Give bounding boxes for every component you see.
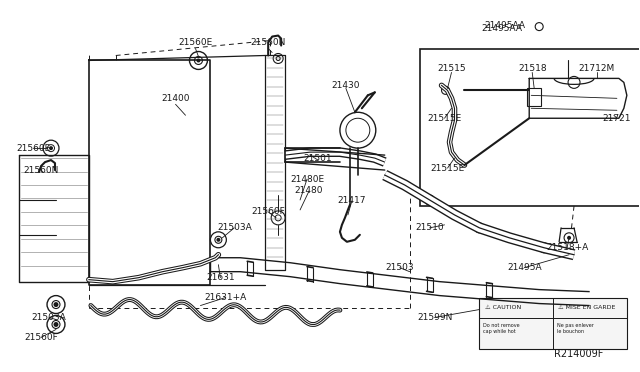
Bar: [479, 298, 627, 349]
Text: 21503A: 21503A: [31, 313, 67, 322]
Text: 21430: 21430: [332, 81, 360, 90]
Text: 21503: 21503: [385, 263, 414, 272]
Text: 21560N: 21560N: [23, 166, 59, 174]
Text: 21495A: 21495A: [507, 263, 541, 272]
Text: 21560N: 21560N: [250, 38, 286, 47]
Text: 21503A: 21503A: [217, 223, 252, 232]
Text: 21480E: 21480E: [290, 174, 324, 183]
Text: 21515: 21515: [437, 64, 466, 73]
Text: R214009F: R214009F: [554, 349, 604, 359]
Text: 21631: 21631: [206, 273, 235, 282]
Text: ⚠ CAUTION: ⚠ CAUTION: [485, 305, 522, 310]
Bar: [527, 89, 541, 106]
Text: 21501: 21501: [304, 154, 332, 163]
Text: Ne pas enlever
le bouchon: Ne pas enlever le bouchon: [557, 323, 594, 334]
Text: 21599N: 21599N: [417, 313, 452, 322]
Text: 21495AA: 21495AA: [482, 24, 523, 33]
Text: 21560F: 21560F: [24, 333, 58, 342]
Text: 21515E: 21515E: [430, 164, 465, 173]
Text: ⚠ MISE EN GARDE: ⚠ MISE EN GARDE: [558, 305, 616, 310]
Text: 21560F: 21560F: [252, 208, 285, 217]
Text: 21712M: 21712M: [579, 64, 615, 73]
Circle shape: [49, 146, 53, 150]
Text: 21631+A: 21631+A: [204, 293, 246, 302]
Text: 21560E: 21560E: [16, 144, 50, 153]
Text: 21721: 21721: [603, 114, 631, 123]
Text: 21510: 21510: [415, 223, 444, 232]
Circle shape: [567, 236, 571, 240]
Text: 21518: 21518: [518, 64, 547, 73]
Text: 21495AA: 21495AA: [485, 21, 526, 30]
Circle shape: [54, 302, 58, 307]
Bar: [420, 48, 640, 206]
Text: 21515E: 21515E: [428, 114, 461, 123]
Text: 21400: 21400: [161, 94, 190, 103]
Circle shape: [54, 322, 58, 327]
Text: 21560E: 21560E: [179, 38, 212, 47]
Circle shape: [196, 58, 200, 62]
Text: 21518+A: 21518+A: [546, 243, 588, 252]
Text: 21480: 21480: [295, 186, 323, 195]
Circle shape: [216, 238, 220, 242]
Text: 21417: 21417: [338, 196, 366, 205]
Text: Do not remove
cap while hot: Do not remove cap while hot: [483, 323, 520, 334]
